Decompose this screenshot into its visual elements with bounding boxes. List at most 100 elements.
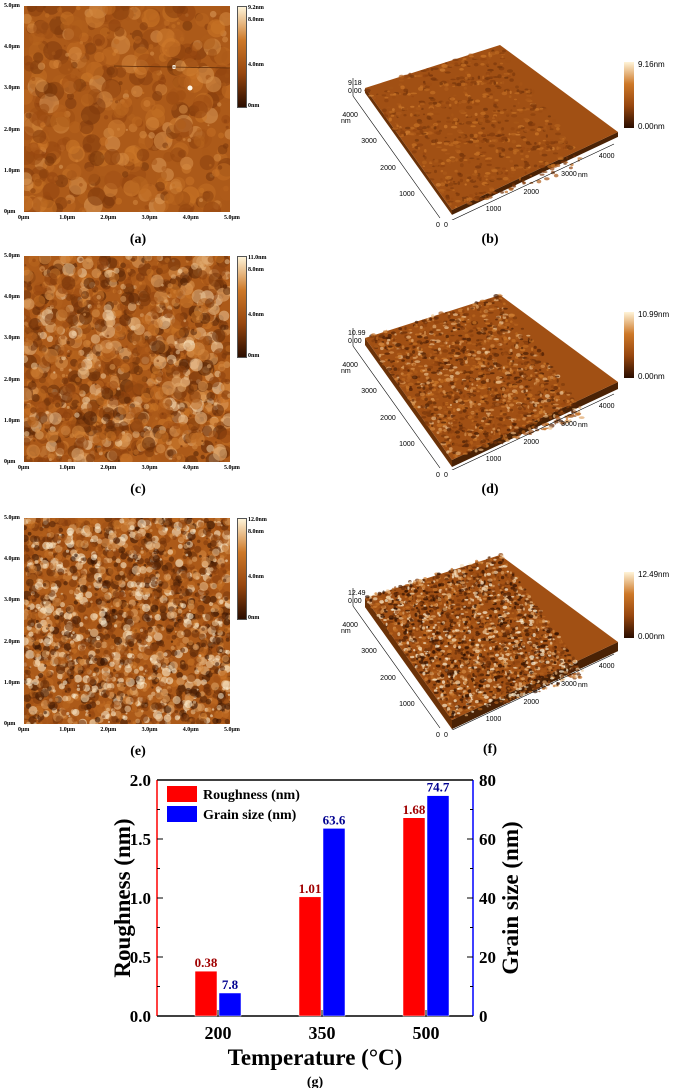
left-tick-label-2: 1.0 xyxy=(130,889,151,908)
origin-x-f: 0 xyxy=(444,732,448,739)
bar-grain-350 xyxy=(322,828,346,1017)
y-tick-a-1: 1.0μm xyxy=(4,167,20,174)
y-tick-c-4: 4.0μm xyxy=(4,294,20,301)
colorbar3d-bot-b: 0.00nm xyxy=(638,122,665,131)
data-label-grain-500: 74.7 xyxy=(427,780,450,795)
colorbar-mid2-label-a: 4.0nm xyxy=(248,62,264,68)
y-tick-a-5: 5.0μm xyxy=(4,3,20,9)
x-tick-c-2: 2.0μm xyxy=(100,465,117,471)
z-bot-b: 0.00 xyxy=(348,88,362,95)
x3d-tick-b-4: 4000 xyxy=(598,153,615,161)
afm-2d-image-a xyxy=(24,6,230,212)
x3d-tick-b-2: 2000 xyxy=(523,188,540,196)
y3d-unit-d: nm xyxy=(341,368,351,375)
x-tick-a-5: 5.0μm xyxy=(224,215,240,221)
y3d-unit-b: nm xyxy=(341,118,351,125)
y-tick-e-5: 5.0μm xyxy=(4,515,20,521)
colorbar-2d-a xyxy=(237,6,247,108)
colorbar-top-label-a: 9.2nm xyxy=(248,5,264,11)
x-tick-label-0: 200 xyxy=(205,1023,232,1043)
colorbar-mid1-label-c: 8.0nm xyxy=(248,267,264,273)
colorbar-mid1-label-a: 8.0nm xyxy=(248,17,264,23)
x3d-tick-d-4: 4000 xyxy=(598,403,615,411)
y3d-tick-d-3: 3000 xyxy=(361,388,377,396)
right-tick-label-3: 60 xyxy=(479,830,496,849)
y3d-unit-f: nm xyxy=(341,628,351,635)
left-tick-label-0: 0.0 xyxy=(130,1007,151,1026)
origin-y-b: 0 xyxy=(436,222,440,229)
afm-2d-image-e xyxy=(24,518,230,724)
y-tick-a-0: 0μm xyxy=(4,209,16,215)
x-tick-e-1: 1.0μm xyxy=(59,727,76,733)
x3d-tick-f-1: 1000 xyxy=(485,716,502,724)
x3d-tick-f-3: 3000 xyxy=(561,680,577,688)
x-tick-a-2: 2.0μm xyxy=(100,215,117,221)
colorbar3d-top-d: 10.99nm xyxy=(638,310,670,319)
bar-grain-200 xyxy=(218,992,242,1017)
colorbar3d-top-f: 12.49nm xyxy=(638,570,670,579)
y3d-tick-f-3: 3000 xyxy=(361,648,377,656)
z-bot-f: 0.00 xyxy=(348,598,362,605)
legend-label-1: Grain size (nm) xyxy=(203,808,297,823)
colorbar-mid1-label-e: 8.0nm xyxy=(248,529,264,535)
x-tick-label-1: 350 xyxy=(309,1023,336,1043)
data-label-roughness-500: 1.68 xyxy=(403,802,426,817)
x-tick-e-2: 2.0μm xyxy=(100,727,117,733)
x3d-unit-d: nm xyxy=(578,422,588,429)
afm-2d-image-c xyxy=(24,256,230,462)
bar-roughness-350 xyxy=(298,896,322,1017)
bar-roughness-200 xyxy=(194,970,218,1017)
origin-y-f: 0 xyxy=(436,732,440,739)
colorbar-3d-f xyxy=(624,572,634,638)
afm-3d-surface-b xyxy=(352,45,618,220)
legend-swatch-0 xyxy=(167,786,197,802)
afm-3d-surface-f xyxy=(352,553,618,730)
colorbar-bot-label-c: 0nm xyxy=(248,353,260,359)
y3d-tick-b-4: 4000 xyxy=(342,111,358,119)
y-tick-e-2: 2.0μm xyxy=(4,638,20,645)
y3d-tick-b-2: 2000 xyxy=(380,164,396,172)
data-label-roughness-350: 1.01 xyxy=(299,881,322,896)
y3d-tick-f-1: 1000 xyxy=(399,701,415,709)
left-tick-label-3: 1.5 xyxy=(130,830,151,849)
right-tick-label-4: 80 xyxy=(479,771,496,790)
colorbar-bot-label-a: 0nm xyxy=(248,103,260,109)
caption-f: (f) xyxy=(483,742,497,757)
colorbar-3d-d xyxy=(624,312,634,378)
y3d-tick-d-4: 4000 xyxy=(342,361,358,369)
colorbar-2d-e xyxy=(237,518,247,620)
colorbar-bot-label-e: 0nm xyxy=(248,615,260,621)
origin-x-d: 0 xyxy=(444,472,448,479)
x-tick-e-4: 4.0μm xyxy=(182,727,199,733)
y-tick-e-3: 3.0μm xyxy=(4,597,20,604)
x-tick-a-1: 1.0μm xyxy=(59,215,76,221)
origin-y-d: 0 xyxy=(436,472,440,479)
x-tick-a-3: 3.0μm xyxy=(141,215,158,221)
colorbar-mid2-label-c: 4.0nm xyxy=(248,312,264,318)
x-tick-c-4: 4.0μm xyxy=(182,465,199,471)
z-bot-d: 0.00 xyxy=(348,338,362,345)
caption-e: (e) xyxy=(130,744,146,759)
caption-b: (b) xyxy=(481,232,499,247)
left-tick-label-4: 2.0 xyxy=(130,771,151,790)
x-tick-a-0: 0μm xyxy=(18,215,30,221)
bar-grain-500 xyxy=(426,795,450,1017)
x3d-unit-f: nm xyxy=(578,682,588,689)
x-tick-c-3: 3.0μm xyxy=(141,465,158,471)
y3d-tick-d-2: 2000 xyxy=(380,414,396,422)
y-tick-c-3: 3.0μm xyxy=(4,335,20,342)
bar-chart-g: 0.0 0.5 1.0 1.5 2.0 0 20 40 60 80 0.38 7.8 200 1.01 63… xyxy=(110,771,523,1088)
colorbar-top-label-c: 11.0nm xyxy=(248,255,267,261)
x-tick-c-1: 1.0μm xyxy=(59,465,76,471)
legend-swatch-1 xyxy=(167,806,197,822)
x3d-tick-f-2: 2000 xyxy=(523,698,540,706)
colorbar-mid2-label-e: 4.0nm xyxy=(248,574,264,580)
y-tick-c-1: 1.0μm xyxy=(4,417,20,424)
y3d-tick-b-3: 3000 xyxy=(361,138,377,146)
colorbar3d-bot-f: 0.00nm xyxy=(638,632,665,641)
x-tick-c-5: 5.0μm xyxy=(224,465,240,471)
y-tick-c-5: 5.0μm xyxy=(4,253,20,259)
x-tick-e-0: 0μm xyxy=(18,727,30,733)
left-y-axis-label: Roughness (nm) xyxy=(110,818,135,977)
x3d-tick-b-3: 3000 xyxy=(561,170,577,178)
